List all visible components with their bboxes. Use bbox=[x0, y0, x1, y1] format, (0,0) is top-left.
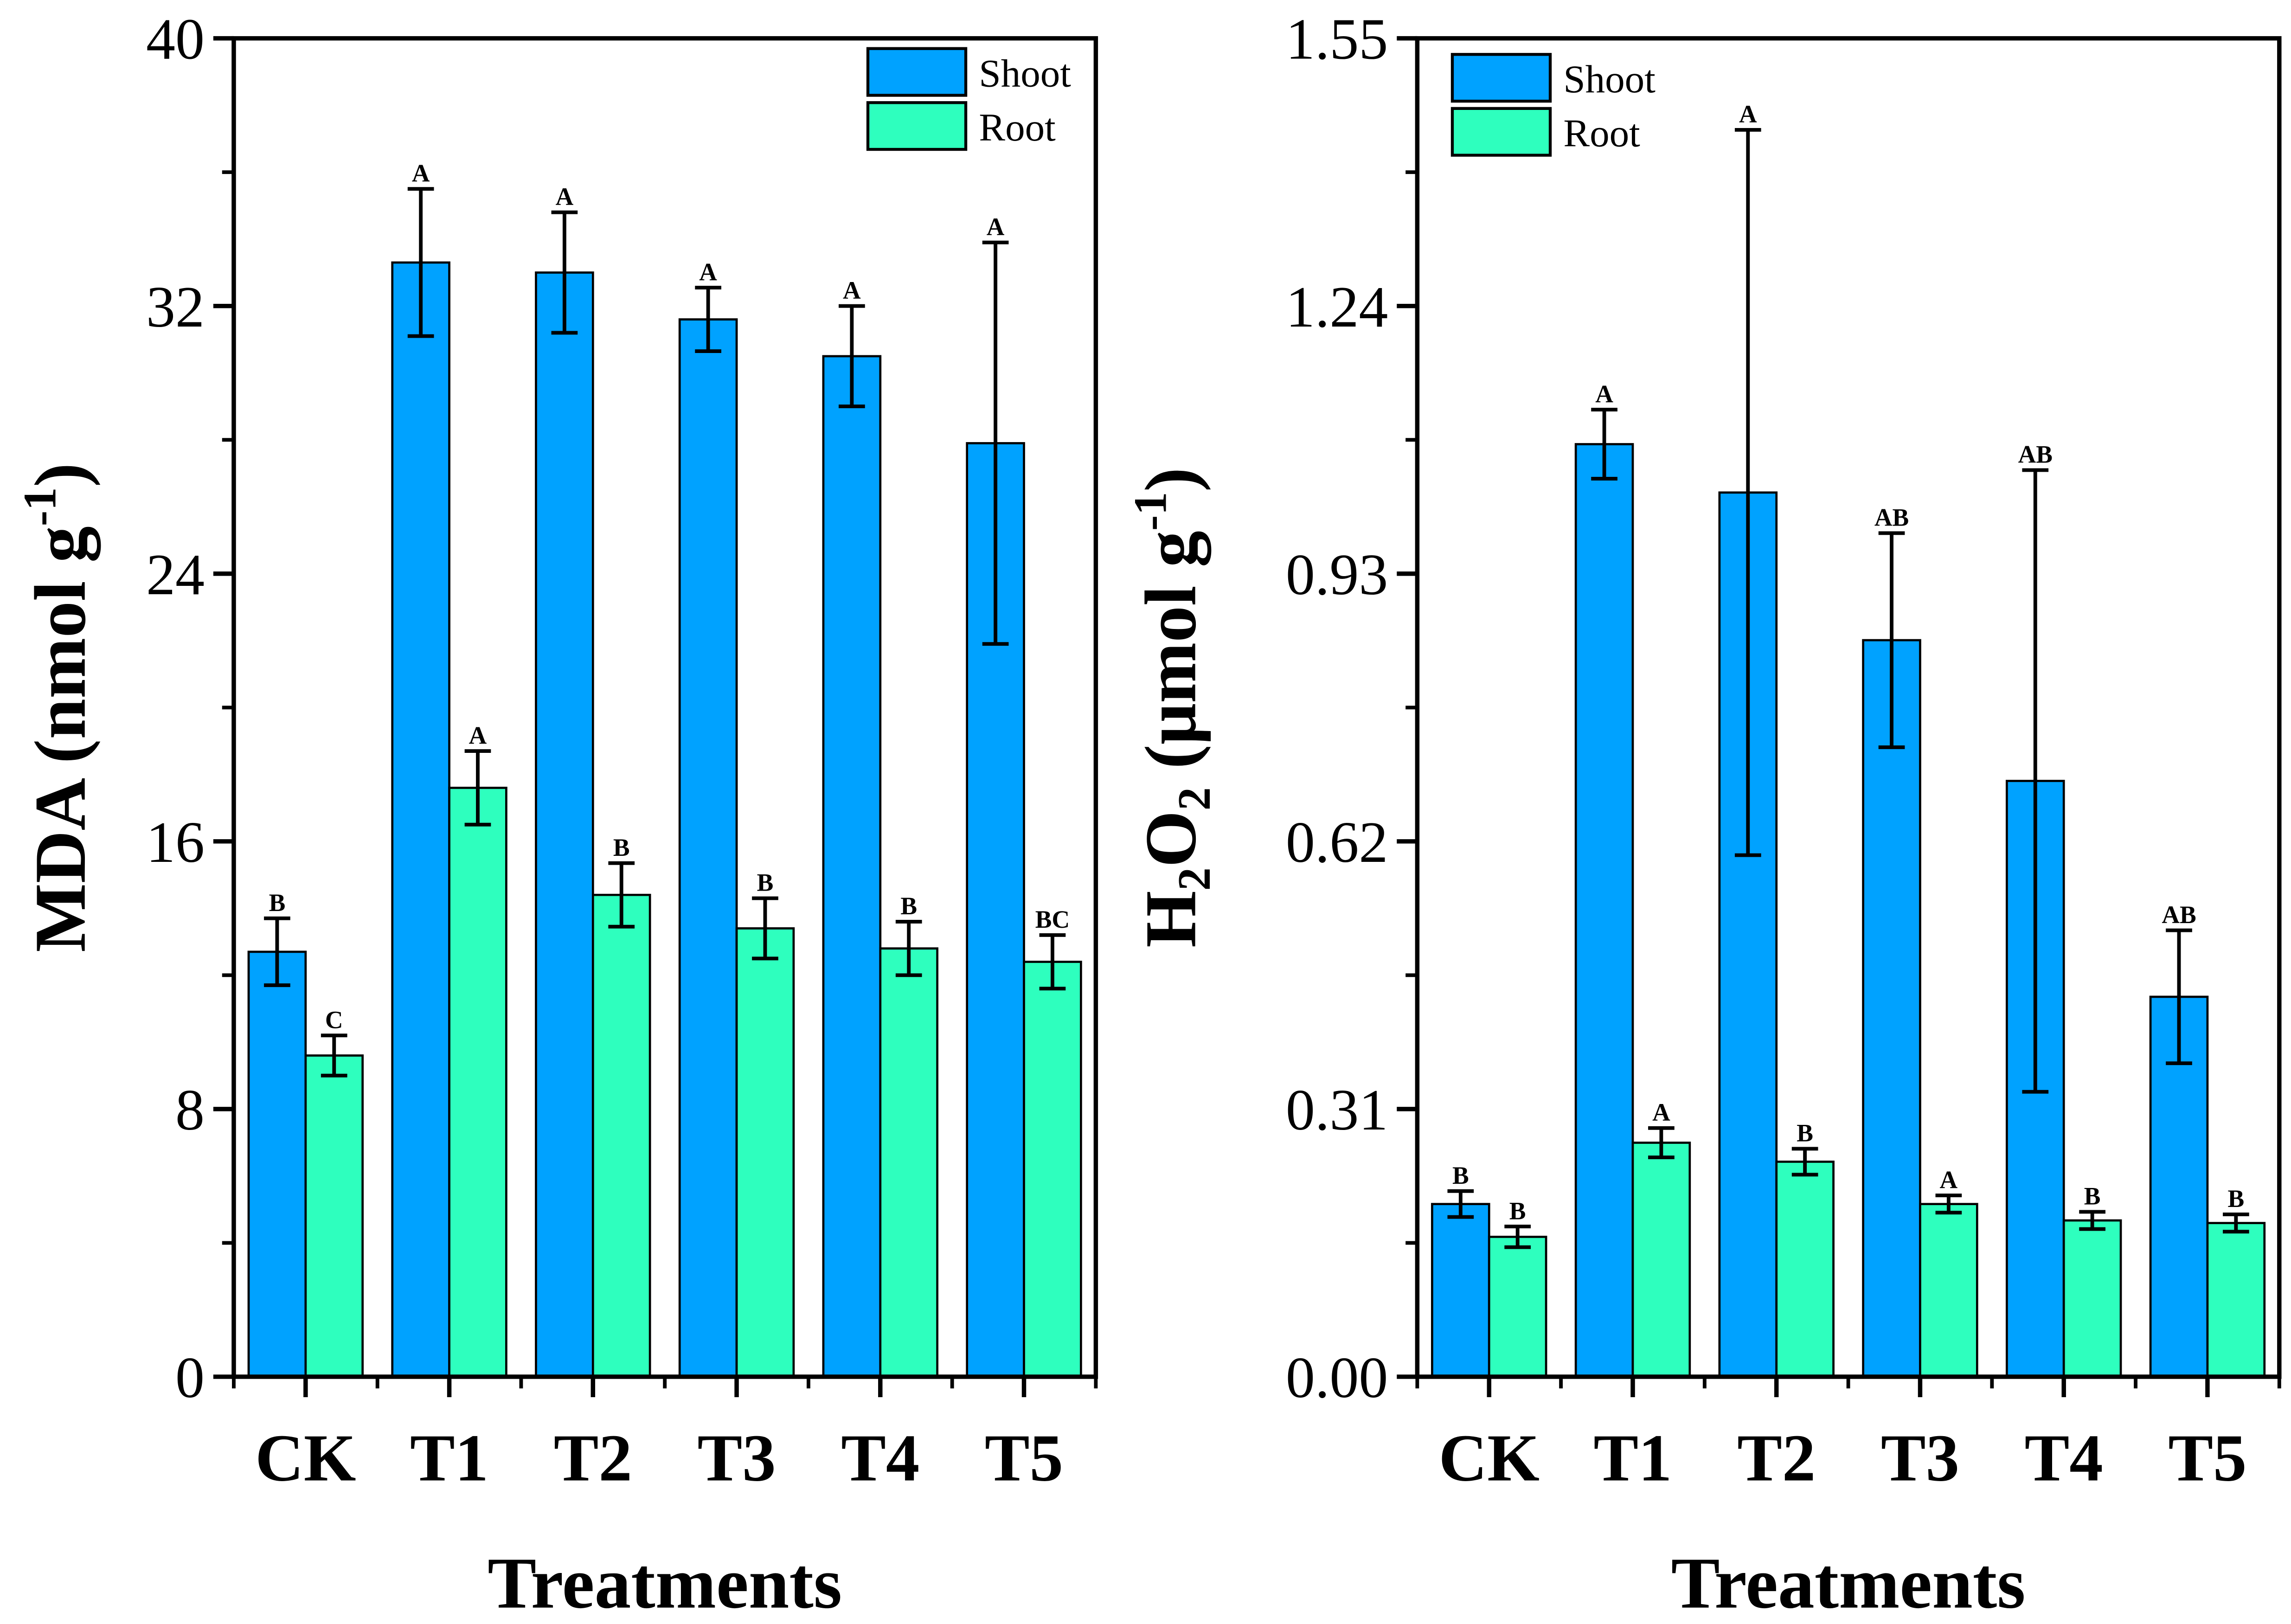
bar-root-T5 bbox=[1023, 961, 1082, 1378]
bar-shoot-T2 bbox=[535, 271, 594, 1378]
bar-root-T2 bbox=[1775, 1161, 1835, 1378]
x-tick-label: T5 bbox=[2168, 1421, 2246, 1496]
legend-label-root: Root bbox=[1563, 112, 1640, 155]
x-tick-label: T3 bbox=[698, 1421, 776, 1496]
bar-root-T3 bbox=[735, 927, 795, 1378]
significance-letter: B bbox=[1509, 1197, 1526, 1225]
bar-shoot-T1 bbox=[1574, 443, 1634, 1378]
y-tick-label: 0.62 bbox=[1286, 810, 1388, 875]
y-tick-label: 16 bbox=[146, 810, 205, 875]
legend-swatch-root bbox=[1450, 107, 1552, 157]
legend-label-shoot: Shoot bbox=[1563, 58, 1656, 101]
significance-letter: B bbox=[1452, 1162, 1469, 1189]
y-tick-label: 0.00 bbox=[1286, 1346, 1388, 1410]
y-label-part: (μmol g bbox=[1131, 531, 1212, 787]
legend-swatch-root bbox=[866, 101, 968, 151]
y-tick-label: 1.55 bbox=[1286, 7, 1388, 72]
legend-swatch-shoot bbox=[1450, 53, 1552, 103]
significance-letter: AB bbox=[2162, 901, 2196, 929]
significance-letter: B bbox=[757, 869, 774, 897]
x-tick-label: CK bbox=[1439, 1421, 1540, 1496]
y-label-subscript: 2 bbox=[1168, 787, 1220, 810]
y-tick-label: 24 bbox=[146, 543, 205, 607]
significance-letter: B bbox=[2227, 1185, 2244, 1213]
x-tick-label: T5 bbox=[985, 1421, 1063, 1496]
y-tick-label: 32 bbox=[146, 275, 205, 340]
significance-letter: A bbox=[469, 721, 487, 749]
legend-label-shoot: Shoot bbox=[979, 52, 1071, 96]
significance-letter: C bbox=[325, 1006, 343, 1033]
significance-letter: A bbox=[1652, 1098, 1670, 1126]
x-tick-label: T4 bbox=[2025, 1421, 2103, 1496]
y-tick-label: 8 bbox=[175, 1078, 205, 1143]
x-tick-label: T2 bbox=[554, 1421, 632, 1496]
significance-letter: A bbox=[1595, 380, 1613, 408]
bar-shoot-T1 bbox=[391, 261, 450, 1378]
significance-letter: B bbox=[613, 834, 630, 861]
y-label-part: ) bbox=[20, 463, 101, 487]
y-label-part: H bbox=[1131, 891, 1212, 947]
x-tick-label: CK bbox=[255, 1421, 356, 1496]
y-label-superscript: -1 bbox=[1124, 492, 1176, 531]
y-tick-label: 0.93 bbox=[1286, 543, 1388, 607]
x-axis-label: Treatments bbox=[1671, 1543, 2026, 1624]
x-tick-label: T1 bbox=[410, 1421, 488, 1496]
x-axis-label: Treatments bbox=[488, 1543, 842, 1624]
y-tick-label: 40 bbox=[146, 7, 205, 72]
y-tick-label: 1.24 bbox=[1286, 275, 1388, 340]
x-tick-label: T4 bbox=[841, 1421, 919, 1496]
bar-root-T3 bbox=[1919, 1203, 1978, 1378]
significance-letter: A bbox=[843, 276, 861, 304]
bar-shoot-T3 bbox=[678, 318, 738, 1378]
significance-letter: A bbox=[1940, 1166, 1958, 1194]
y-label-superscript: -1 bbox=[14, 487, 66, 526]
chart-panel-1: B A A A A A C A B B B BC 0 8 16 24 32 40 CK T1 T2 T3 T4 T5 Treat… bbox=[14, 7, 1098, 1624]
x-tick-label: T2 bbox=[1737, 1421, 1816, 1496]
significance-letter: BC bbox=[1035, 905, 1070, 933]
bar-root-T4 bbox=[879, 947, 939, 1378]
bar-shoot-T3 bbox=[1862, 639, 1921, 1378]
legend-label-root: Root bbox=[979, 106, 1056, 149]
bar-root-T4 bbox=[2062, 1219, 2122, 1378]
significance-letter: A bbox=[1739, 100, 1757, 128]
bar-root-CK bbox=[1488, 1236, 1547, 1378]
legend-swatch-shoot bbox=[866, 47, 968, 97]
y-label-part: ) bbox=[1131, 468, 1212, 492]
significance-letter: A bbox=[699, 258, 717, 286]
y-label-part: MDA (nmol g bbox=[20, 526, 101, 952]
y-tick-label: 0 bbox=[175, 1346, 205, 1410]
bar-root-T2 bbox=[591, 893, 651, 1378]
significance-letter: AB bbox=[1874, 504, 1909, 532]
bar-root-T1 bbox=[1631, 1142, 1691, 1378]
x-tick-label: T1 bbox=[1593, 1421, 1672, 1496]
y-label-part: O bbox=[1131, 810, 1212, 867]
significance-letter: B bbox=[900, 892, 917, 920]
y-axis-label: H2O2 (μmol g-1) bbox=[1124, 468, 1220, 948]
bar-shoot-T4 bbox=[822, 355, 882, 1378]
y-tick-label: 0.31 bbox=[1286, 1078, 1388, 1143]
y-axis-label: MDA (nmol g-1) bbox=[14, 463, 101, 952]
significance-letter: B bbox=[1797, 1119, 1813, 1147]
significance-letter: B bbox=[2084, 1182, 2101, 1210]
significance-letter: AB bbox=[2018, 441, 2053, 469]
significance-letter: B bbox=[269, 889, 286, 917]
bar-root-CK bbox=[304, 1054, 364, 1378]
bar-root-T1 bbox=[448, 787, 507, 1378]
x-tick-label: T3 bbox=[1881, 1421, 1959, 1496]
bar-shoot-CK bbox=[1431, 1203, 1490, 1378]
y-label-subscript: 2 bbox=[1168, 867, 1220, 891]
bar-root-T5 bbox=[2206, 1222, 2266, 1378]
bar-shoot-CK bbox=[247, 950, 307, 1378]
significance-letter: A bbox=[412, 159, 430, 187]
significance-letter: A bbox=[556, 183, 574, 211]
significance-letter: A bbox=[987, 213, 1005, 241]
